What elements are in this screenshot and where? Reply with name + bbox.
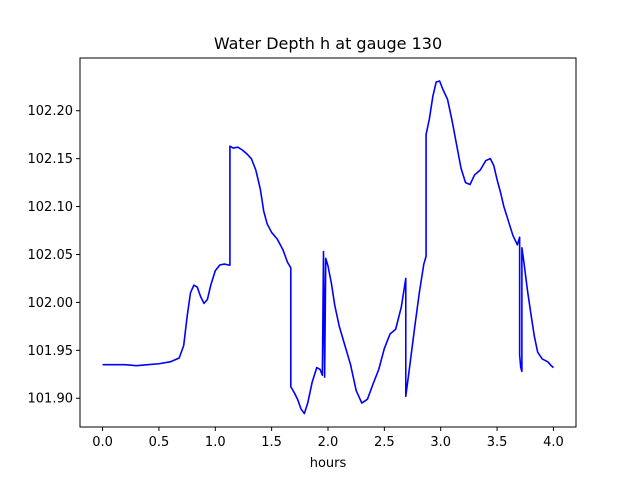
x-axis-label: hours	[310, 456, 347, 471]
x-tick-label: 4.0	[543, 435, 564, 450]
x-axis: 0.0 0.5 1.0 1.5 2.0 2.5 3.0 3.5 4.0	[92, 427, 564, 450]
x-tick-label: 2.0	[318, 435, 339, 450]
plot-area	[102, 80, 554, 415]
y-tick-label: 102.05	[28, 248, 74, 263]
x-tick-label: 0.5	[149, 435, 170, 450]
y-tick-label: 102.15	[28, 152, 74, 167]
x-tick-label: 1.5	[261, 435, 282, 450]
series-line-0	[102, 80, 554, 415]
x-tick-label: 0.0	[92, 435, 113, 450]
x-tick-label: 3.0	[430, 435, 451, 450]
chart-title: Water Depth h at gauge 130	[214, 34, 442, 53]
x-tick-label: 2.5	[374, 435, 395, 450]
x-tick-label: 3.5	[487, 435, 508, 450]
y-tick-label: 102.00	[28, 296, 74, 311]
y-tick-label: 101.95	[28, 344, 74, 359]
x-tick-label: 1.0	[205, 435, 226, 450]
y-tick-label: 102.10	[28, 200, 74, 215]
y-axis: 101.90 101.95 102.00 102.05 102.10 102.15 102.…	[28, 104, 80, 407]
y-tick-label: 102.20	[28, 104, 74, 119]
y-tick-label: 101.90	[28, 392, 74, 407]
